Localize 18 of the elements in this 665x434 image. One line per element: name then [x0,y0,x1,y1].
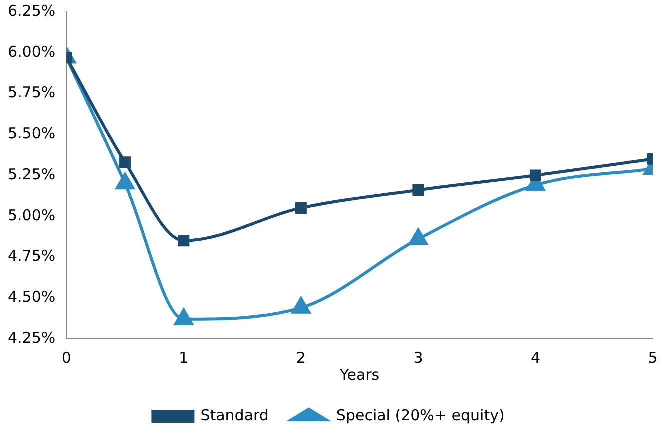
x-tick-label: 0 [62,348,72,367]
y-tick-label: 6.00% [8,42,56,61]
y-tick-label: 5.50% [8,124,56,143]
x-tick-label: 4 [530,348,541,367]
y-tick-label: 5.25% [8,165,56,184]
x-tick-label: 1 [179,348,189,367]
y-tick-label: 5.00% [8,206,56,224]
x-tick-label: 3 [414,348,424,367]
legend-label: Special (20%+ equity) [336,406,505,424]
y-tick-label: 4.75% [8,247,56,266]
y-tick-label: 5.75% [8,84,56,102]
y-tick-label: 4.50% [8,288,56,306]
x-tick-label: 5 [648,348,658,367]
x-tick-label: 2 [296,348,306,367]
y-tick-label: 4.25% [8,328,56,347]
y-tick-label: 6.25% [8,2,56,20]
legend-label: Standard [200,406,269,424]
x-axis-title: Years [339,366,380,384]
